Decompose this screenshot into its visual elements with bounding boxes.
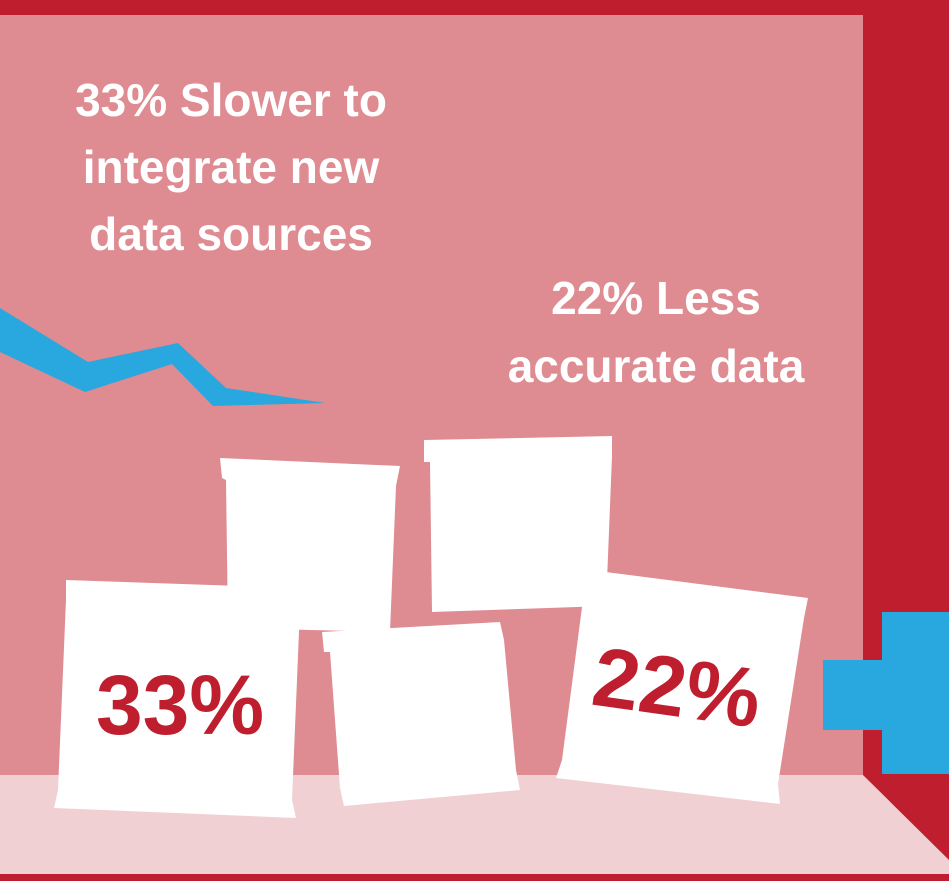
callout-line: integrate new bbox=[83, 141, 380, 193]
cross-shape bbox=[882, 612, 949, 774]
paint-can bbox=[322, 622, 520, 806]
callout-line: accurate data bbox=[508, 340, 805, 392]
paint-can bbox=[424, 436, 612, 612]
callout-line: 33% Slower to bbox=[75, 74, 387, 126]
callout-line: 22% Less bbox=[551, 272, 761, 324]
callout-line: data sources bbox=[89, 208, 373, 260]
infographic: 33% Slower to integrate new data sources 2… bbox=[0, 0, 949, 881]
can-label: 33% bbox=[96, 658, 264, 752]
left-callout: 33% Slower to integrate new data sources bbox=[75, 74, 387, 260]
